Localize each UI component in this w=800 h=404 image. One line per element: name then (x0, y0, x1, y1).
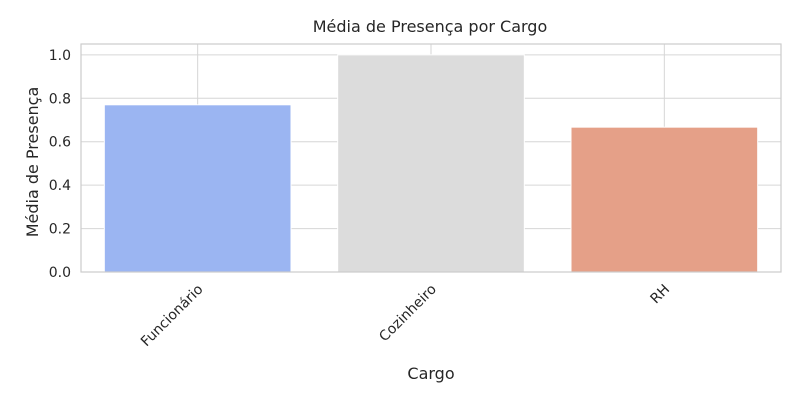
axes-frame (80, 43, 782, 273)
y-tick-label: 1.0 (49, 48, 71, 64)
y-axis-ticks: 0.0 0.2 0.4 0.6 0.8 1.0 (49, 48, 71, 281)
bar-rh (570, 126, 759, 273)
y-tick-label: 0.0 (49, 265, 71, 281)
chart-title: Média de Presença por Cargo (313, 17, 548, 36)
x-tick-label: RH (648, 282, 674, 308)
y-tick-label: 0.2 (49, 222, 71, 238)
bar-cozinheiro (337, 54, 525, 273)
y-tick-label: 0.6 (49, 135, 71, 151)
plot-frame (80, 43, 782, 273)
y-axis-label: Média de Presença (23, 87, 42, 238)
y-tick-label: 0.4 (49, 178, 71, 194)
x-axis-ticks: Funcionário Cozinheiro RH (138, 282, 673, 350)
y-tick-label: 0.8 (49, 91, 71, 107)
x-axis-label: Cargo (407, 364, 454, 383)
bar-funcionário (103, 104, 292, 273)
bars (103, 54, 759, 273)
x-tick-label: Cozinheiro (376, 282, 440, 346)
x-tick-label: Funcionário (138, 282, 206, 350)
